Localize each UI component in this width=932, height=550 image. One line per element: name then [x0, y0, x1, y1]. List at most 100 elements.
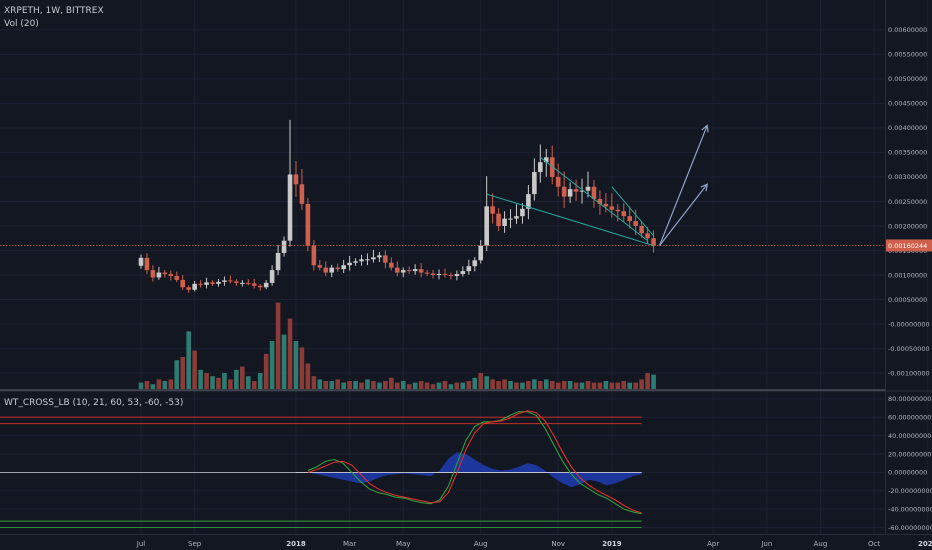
volume-bar — [251, 381, 257, 389]
wt-tick-label: -20.00000000 — [888, 487, 932, 495]
volume-bar — [263, 353, 269, 389]
time-tick-label: May — [396, 540, 410, 548]
candle-body — [448, 275, 454, 277]
candle-body — [579, 190, 585, 192]
price-tick-label: -0.00100000 — [888, 369, 930, 377]
volume-bar — [138, 382, 144, 389]
candle-body — [627, 216, 633, 222]
volume-bar — [621, 381, 627, 389]
indicator-legend[interactable]: WT_CROSS_LB (10, 21, 60, 53, -60, -53) — [4, 398, 187, 408]
candle-body — [412, 269, 418, 272]
candle-body — [323, 267, 329, 273]
time-tick-label: Oct — [868, 540, 880, 548]
candle-body — [317, 265, 323, 268]
wt-axis[interactable]: 80.00000000 60.00000000 40.00000000 20.0000… — [888, 395, 932, 532]
candle-body — [633, 221, 638, 226]
wt-tick-label: 20.00000000 — [888, 450, 931, 458]
volume-bar — [412, 382, 418, 389]
candle-body — [561, 186, 567, 197]
candle-body — [394, 267, 400, 273]
candle-body — [442, 274, 448, 276]
time-tick-label: 2019 — [602, 540, 622, 548]
volume-legend[interactable]: Vol (20) — [4, 19, 43, 29]
candle-body — [645, 233, 650, 239]
price-tick-label: 0.00550000 — [888, 51, 927, 59]
wt-tick-label: -40.00000000 — [888, 505, 932, 513]
candle-body — [210, 282, 215, 284]
price-marker-label: 0.00160244 — [888, 242, 927, 250]
wt-cross-pane — [0, 410, 642, 529]
volume-bar — [192, 350, 197, 389]
volume-bar — [174, 360, 180, 389]
volume-bar — [269, 341, 275, 389]
volume-bar — [341, 382, 346, 389]
projection-arrow-shaft — [659, 183, 708, 246]
grid-lines — [0, 0, 929, 534]
price-tick-label: 0.00200000 — [888, 222, 927, 230]
candle-body — [216, 281, 221, 284]
volume-bar — [406, 384, 412, 389]
time-tick-label: Aug — [814, 540, 828, 548]
price-candles — [138, 119, 656, 293]
candle-body — [138, 257, 144, 266]
wt-tick-label: 80.00000000 — [888, 395, 931, 403]
volume-bar — [317, 379, 323, 389]
volume-bar — [329, 381, 335, 389]
symbol-legend[interactable]: XRPETH, 1W, BITTREX — [4, 6, 108, 16]
wt-series-wt2 — [307, 410, 642, 514]
candle-body — [293, 174, 299, 185]
time-tick-label: Mar — [343, 540, 356, 548]
volume-bar — [383, 381, 388, 389]
candle-body — [538, 162, 543, 173]
candle-body — [341, 265, 346, 270]
candle-body — [484, 206, 489, 246]
candle-body — [299, 184, 305, 204]
volume-bar — [484, 376, 489, 389]
price-tick-label: 0.00600000 — [888, 26, 927, 34]
time-tick-label: Aug — [474, 540, 488, 548]
volume-bar — [150, 384, 156, 389]
candle-body — [311, 245, 317, 266]
candle-body — [150, 270, 156, 278]
volume-bar — [579, 382, 585, 389]
time-tick-label: Apr — [707, 540, 719, 548]
projection-arrow-shaft — [658, 125, 708, 246]
candle-body — [198, 283, 203, 285]
volume-bar — [567, 381, 573, 389]
volume-bar — [490, 379, 495, 389]
volume-bar — [520, 382, 525, 389]
candle-body — [430, 273, 436, 276]
candle-body — [651, 238, 656, 246]
candle-body — [526, 194, 531, 209]
symbol-label: XRPETH, 1W, BITTREX — [4, 6, 104, 16]
candle-body — [514, 216, 519, 219]
volume-bar — [561, 381, 567, 389]
time-axis[interactable]: Jul Sep 2018 Mar May Aug Nov 2019 Apr Jun Aug Oct 20… — [136, 540, 932, 548]
candle-body — [615, 209, 621, 212]
volume-bar — [144, 381, 150, 389]
volume-bar — [603, 381, 609, 389]
candle-body — [472, 260, 478, 267]
volume-bar — [168, 379, 174, 389]
price-axis[interactable]: 0.00600000 0.00550000 0.00500000 0.00450000… — [886, 26, 932, 377]
volume-bar — [186, 331, 191, 389]
volume-bar — [615, 382, 621, 389]
volume-bar — [335, 379, 340, 389]
volume-bar — [549, 381, 555, 389]
volume-bar — [162, 381, 168, 389]
volume-bar — [597, 382, 603, 389]
volume-bar — [365, 379, 370, 389]
candle-body — [591, 186, 597, 199]
candle-body — [418, 269, 424, 273]
candle-body — [573, 189, 579, 192]
candle-body — [269, 270, 275, 283]
volume-bar — [502, 379, 507, 389]
volume-bar — [275, 302, 281, 389]
candle-body — [436, 274, 442, 276]
candle-body — [234, 281, 239, 283]
candle-body — [639, 225, 644, 234]
volume-bar — [591, 382, 597, 389]
candle-body — [245, 282, 251, 284]
volume-bar — [532, 379, 537, 389]
